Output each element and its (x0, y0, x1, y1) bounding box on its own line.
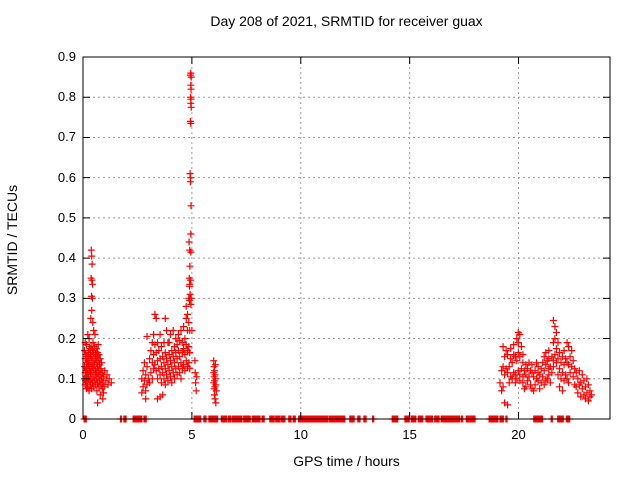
y-tick-label: 0.7 (57, 129, 76, 145)
x-tick-label: 5 (188, 427, 196, 442)
x-tick-label: 20 (511, 427, 526, 442)
y-tick-label: 0.6 (57, 169, 76, 185)
x-tick-label: 0 (79, 427, 87, 442)
chart-title: Day 208 of 2021, SRMTID for receiver gua… (210, 13, 483, 29)
x-axis-label: GPS time / hours (293, 453, 400, 469)
y-tick-label: 0.9 (57, 49, 76, 64)
y-tick-label: 0.5 (57, 209, 76, 225)
plot-border (82, 56, 611, 420)
y-axis-label: SRMTID / TECUs (4, 184, 20, 296)
x-tick-label: 15 (402, 427, 417, 442)
data-points (81, 69, 595, 409)
y-tick-label: 0.3 (57, 290, 76, 306)
y-tick-label: 0.4 (57, 250, 76, 266)
x-tick-label: 10 (293, 427, 308, 442)
y-tick-label: 0 (68, 411, 76, 426)
y-tick-label: 0.1 (57, 370, 76, 386)
grid-lines (83, 57, 610, 419)
axis-ticks (82, 56, 610, 420)
y-tick-label: 0.2 (57, 330, 76, 346)
y-tick-label: 0.8 (57, 89, 76, 105)
